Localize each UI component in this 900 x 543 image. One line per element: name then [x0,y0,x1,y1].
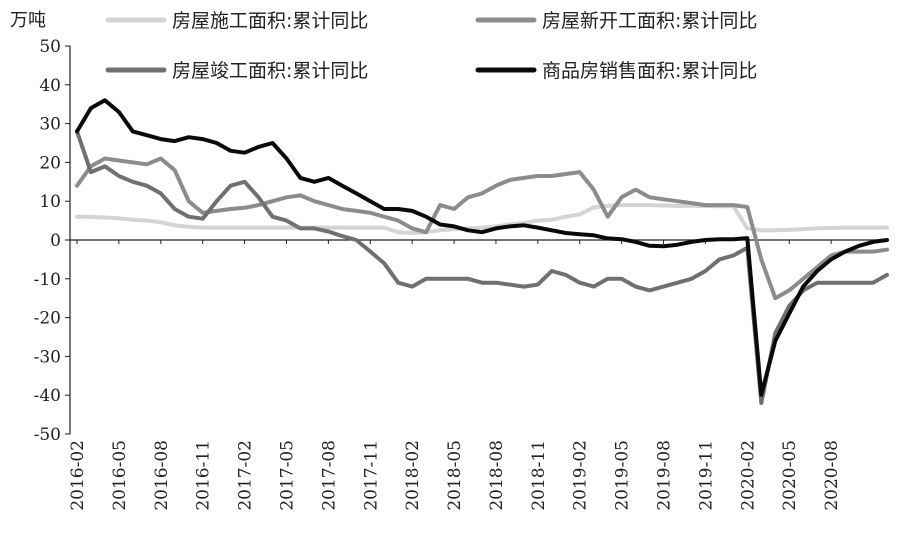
x-tick-label: 2019-08 [655,440,675,511]
y-tick-label: -20 [34,309,61,329]
x-tick-label: 2020-08 [822,440,842,511]
x-tick-label: 2018-08 [487,440,507,511]
x-tick-label: 2019-11 [696,440,716,511]
x-tick-label: 2016-11 [194,440,214,511]
x-tick-label: 2017-02 [236,440,256,511]
x-tick-label: 2018-11 [529,440,549,511]
y-tick-label: 50 [39,37,61,57]
series-line-2 [75,156,889,301]
legend-label-3: 房屋竣工面积:累计同比 [172,60,368,82]
x-tick-label: 2016-02 [68,440,88,511]
x-tick-label: 2019-05 [613,440,633,511]
series-line-4 [75,98,889,397]
x-tick-label: 2016-05 [110,440,130,511]
y-tick-label: -40 [34,386,61,406]
legend-label-2: 房屋新开工面积:累计同比 [542,10,757,32]
y-tick-label: 0 [50,231,61,251]
y-tick-label: -50 [34,425,61,445]
legend-label-4: 商品房销售面积:累计同比 [542,60,757,82]
x-tick-label: 2020-05 [780,440,800,511]
x-tick-label: 2018-02 [403,440,423,511]
x-tick-label: 2017-08 [319,440,339,511]
x-tick-label: 2016-08 [152,440,172,511]
y-axis-unit-label: 万吨 [10,10,46,31]
x-axis-tick-labels: 2016-02 2016-05 2016-08 2016-11 2017-02 2017-… [68,240,842,511]
legend-label-1: 房屋施工面积:累计同比 [172,10,368,32]
y-tick-label: 40 [39,76,61,96]
x-tick-label: 2019-02 [571,440,591,511]
series-lines [75,98,889,405]
x-tick-label: 2017-11 [361,440,381,511]
x-tick-label: 2018-05 [445,440,465,511]
y-tick-label: 20 [39,153,61,173]
y-axis-tick-labels: 50 40 30 20 10 0 -10 -20 -30 -40 -50 [34,37,70,445]
x-tick-label: 2017-05 [277,440,297,511]
y-tick-label: 30 [39,115,61,135]
y-tick-label: -30 [34,347,61,367]
y-tick-label: -10 [34,270,61,290]
y-tick-label: 10 [39,192,61,212]
x-tick-label: 2020-02 [738,440,758,511]
